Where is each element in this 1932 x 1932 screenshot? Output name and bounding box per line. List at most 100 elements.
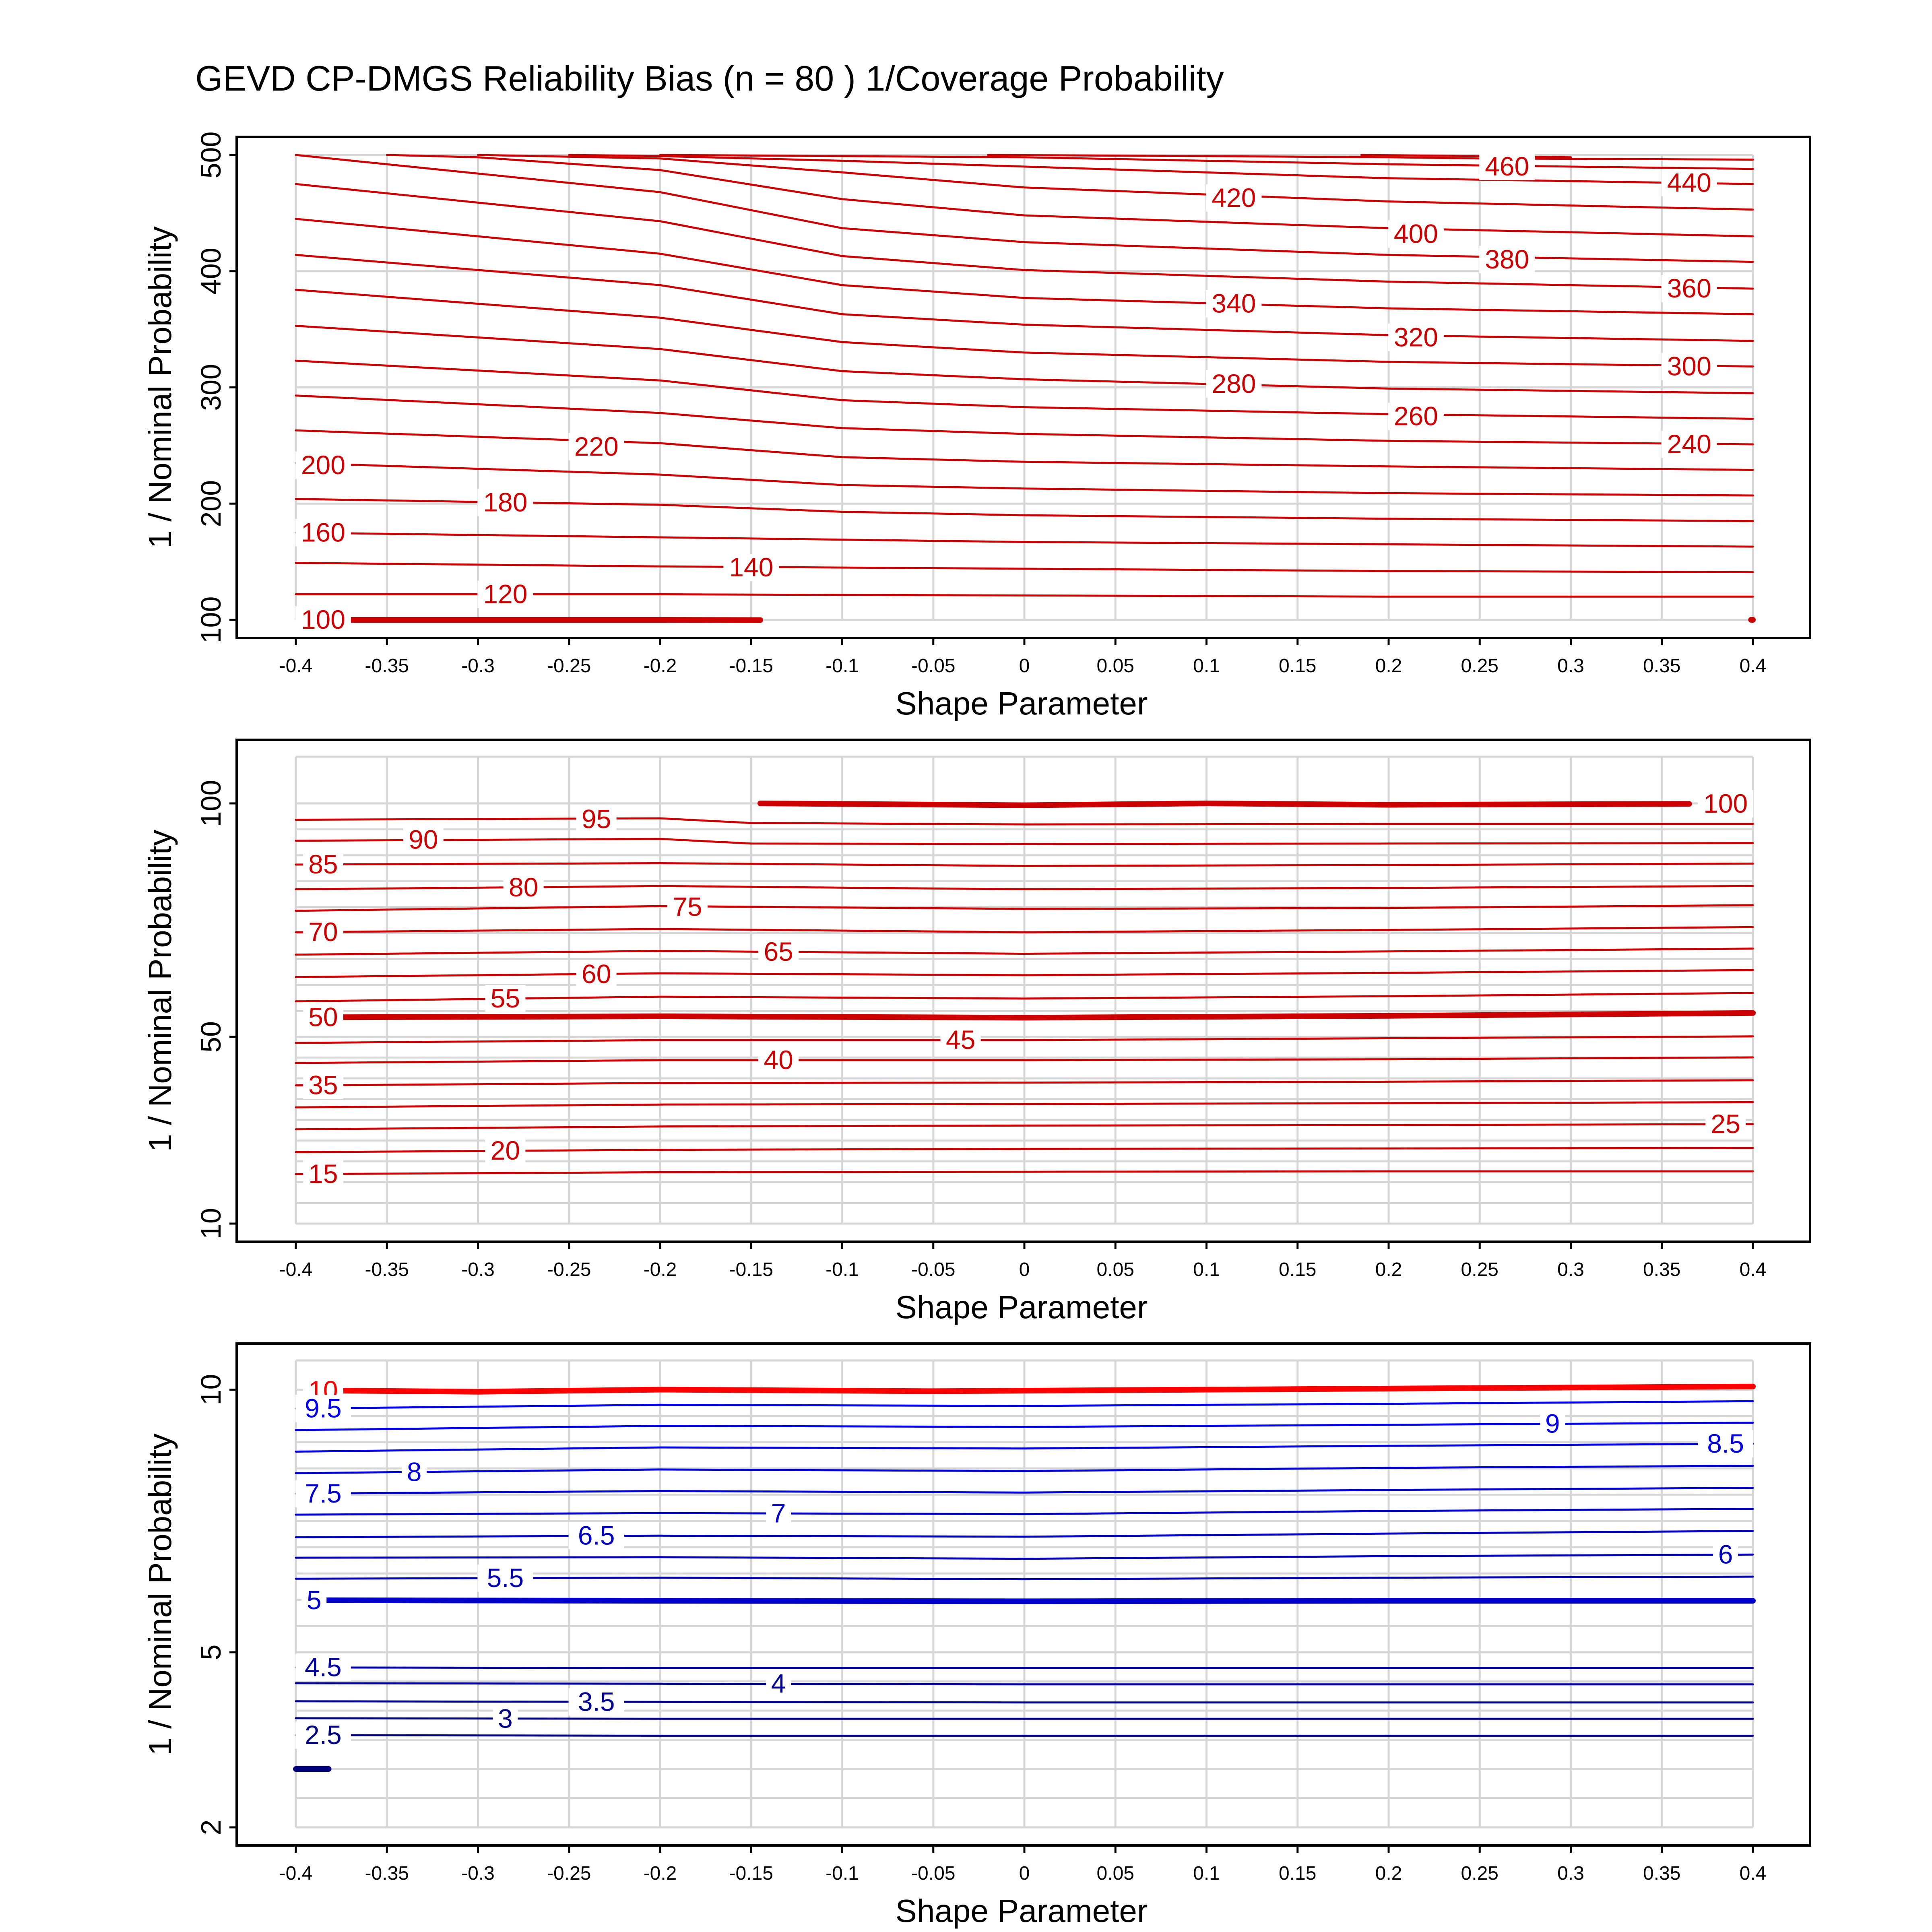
- x-axis: -0.4 -0.35 -0.3 -0.25 -0.2 -0.15 -0.1 -0.05 0 0.0…: [279, 1242, 1767, 1325]
- y-tick-label: 5: [195, 1645, 227, 1660]
- contour-line-20: [295, 1147, 1754, 1153]
- chart-panel-2: 10095908580757065605550454035252015-0.4-…: [142, 739, 1811, 1325]
- x-tick-label: 0.05: [1097, 1259, 1134, 1280]
- contour-label-300: 300: [1667, 351, 1711, 381]
- contour-label-260: 260: [1394, 401, 1438, 431]
- x-tick-label: 0: [1019, 655, 1030, 677]
- contour-line-6.5: [295, 1530, 1754, 1538]
- x-tick-label: -0.4: [279, 1863, 313, 1884]
- contour-line-2.5: [295, 1734, 1754, 1737]
- x-tick-label: 0.2: [1375, 1259, 1402, 1280]
- contour-line-9.5: [295, 1400, 1754, 1410]
- x-tick-label: 0.1: [1193, 655, 1220, 677]
- x-tick-label: 0.1: [1193, 1259, 1220, 1280]
- contour-line-260: [295, 359, 1754, 420]
- contour-line-340: [295, 218, 1754, 316]
- contour-label-background: [1698, 1430, 1754, 1457]
- contour-line-100: [757, 801, 1692, 808]
- x-tick-label: 0.35: [1643, 655, 1680, 677]
- x-tick-label: -0.3: [461, 655, 495, 677]
- contour-label-background: [295, 1653, 351, 1681]
- x-tick-label: 0.3: [1557, 655, 1584, 677]
- contour-line-70: [295, 926, 1754, 933]
- contour-line-420: [477, 154, 1754, 211]
- contour-label-background: [758, 1046, 799, 1074]
- contour-label-background: [576, 960, 617, 988]
- contour-line-45: [295, 1035, 1754, 1044]
- y-tick-label: 200: [195, 480, 227, 527]
- contour-line-65: [295, 947, 1754, 956]
- contour-label-background: [493, 1705, 518, 1733]
- x-tick-label: 0: [1019, 1863, 1030, 1884]
- x-tick-label: 0.3: [1557, 1863, 1584, 1884]
- contour-label-background: [477, 489, 533, 516]
- contour-line-440: [568, 154, 1754, 185]
- contour-line-60: [295, 969, 1754, 978]
- x-tick-label: -0.3: [461, 1863, 495, 1884]
- contour-line-10: [339, 1383, 1756, 1395]
- contour-line-160: [295, 531, 1754, 548]
- y-tick-label: 10: [195, 1208, 227, 1239]
- contour-label-background: [1479, 153, 1535, 180]
- contour-line-15: [295, 1170, 1754, 1175]
- x-tick-label: 0.3: [1557, 1259, 1584, 1280]
- y-tick-label: 2: [195, 1820, 227, 1835]
- x-axis-label: Shape Parameter: [895, 685, 1148, 721]
- x-tick-label: 0.25: [1461, 1259, 1499, 1280]
- x-axis-label: Shape Parameter: [895, 1893, 1148, 1929]
- contour-label-background: [1661, 353, 1717, 380]
- x-tick-label: -0.4: [279, 655, 313, 677]
- contour-label-45: 45: [946, 1025, 975, 1055]
- x-tick-label: 0.15: [1279, 1259, 1316, 1280]
- contour-label-background: [303, 850, 343, 878]
- contour-label-background: [1206, 370, 1262, 398]
- x-tick-label: -0.35: [365, 1863, 409, 1884]
- contour-label-background: [303, 919, 343, 946]
- contour-label-360: 360: [1667, 273, 1711, 303]
- contour-label-280: 280: [1212, 369, 1256, 398]
- contour-line-200: [295, 462, 1754, 497]
- contour-label-5: 5: [307, 1585, 322, 1615]
- contour-line-7: [295, 1508, 1754, 1516]
- x-tick-label: 0.4: [1740, 655, 1767, 677]
- contour-label-background: [485, 985, 526, 1012]
- contour-label-background: [1705, 1110, 1746, 1138]
- y-tick-label: 300: [195, 364, 227, 411]
- contour-line-140: [295, 562, 1754, 574]
- y-tick-label: 400: [195, 248, 227, 295]
- contour-label-100: 100: [301, 605, 345, 634]
- contour-label-background: [1698, 790, 1754, 818]
- contour-line-9: [295, 1422, 1754, 1431]
- contour-label-240: 240: [1667, 429, 1711, 459]
- contour-line-35: [295, 1079, 1754, 1087]
- contour-lines: [293, 1383, 1756, 1772]
- x-tick-label: -0.2: [644, 655, 677, 677]
- contour-label-3: 3: [498, 1703, 513, 1733]
- x-tick-label: 0.2: [1375, 1863, 1402, 1884]
- x-tick-label: 0.35: [1643, 1259, 1680, 1280]
- contour-line-380: [295, 154, 1754, 263]
- x-tick-label: 0.25: [1461, 655, 1499, 677]
- contour-label-50: 50: [308, 1002, 338, 1032]
- x-tick-label: 0: [1019, 1259, 1030, 1280]
- contour-line-300: [295, 289, 1754, 367]
- x-tick-label: 0.35: [1643, 1863, 1680, 1884]
- y-tick-label: 500: [195, 132, 227, 179]
- x-tick-label: 0.4: [1740, 1259, 1767, 1280]
- contour-label-15: 15: [308, 1159, 338, 1189]
- contour-label-background: [295, 519, 351, 547]
- contour-label-background: [1661, 430, 1717, 458]
- contour-label-background: [503, 873, 544, 901]
- contour-label-3.5: 3.5: [578, 1686, 615, 1716]
- contour-label-background: [1206, 184, 1262, 212]
- contour-label-160: 160: [301, 517, 345, 547]
- x-tick-label: -0.05: [911, 1863, 955, 1884]
- x-axis-label: Shape Parameter: [895, 1289, 1148, 1325]
- contour-label-7: 7: [771, 1498, 786, 1528]
- contour-label-background: [477, 1564, 533, 1592]
- contour-line-5.5: [295, 1575, 1754, 1581]
- contour-label-90: 90: [409, 824, 438, 854]
- contour-labels: 100 120 140 160 180 200 220 240 260 280 300 320 340 3…: [295, 151, 1717, 634]
- y-axis: 100 200 300 400 500 1 / Nominal Probability: [142, 132, 237, 643]
